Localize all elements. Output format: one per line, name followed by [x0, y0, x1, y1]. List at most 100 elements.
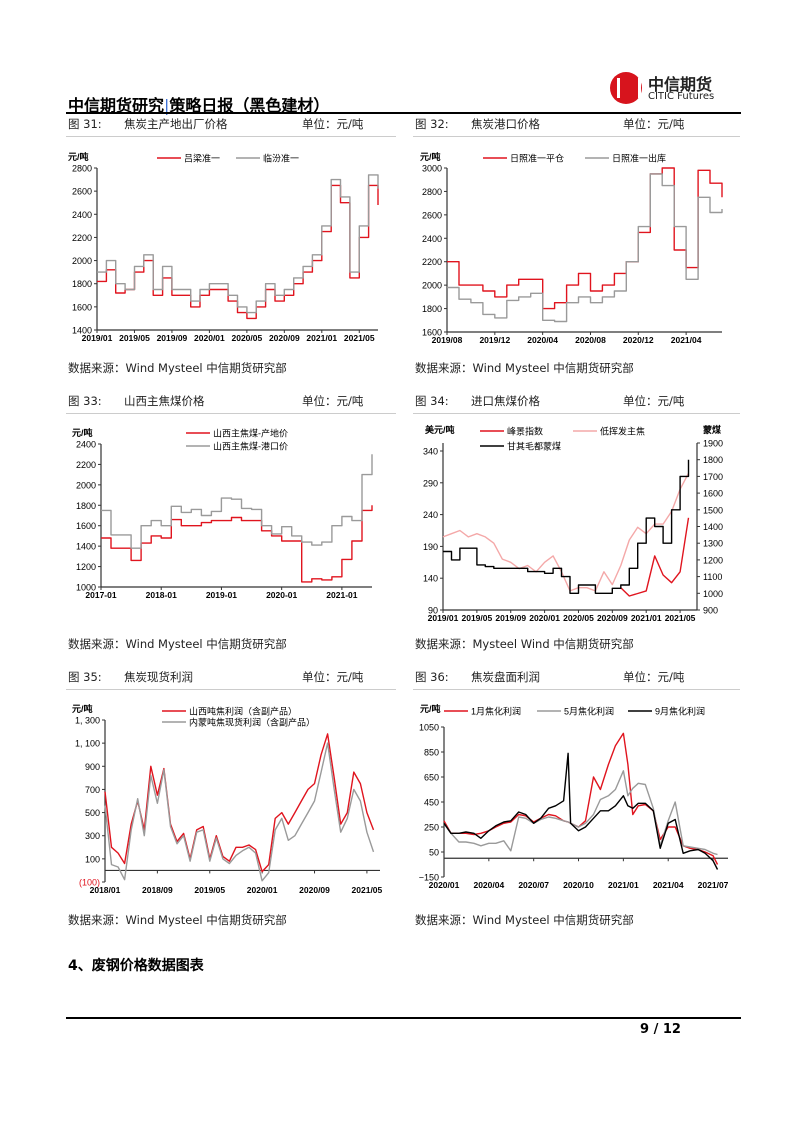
x-tick-label: 2018/09	[142, 885, 173, 895]
x-tick-label: 2020/08	[575, 335, 606, 345]
figure-title-rule	[66, 689, 396, 690]
figure-title: 焦炭主产地出厂价格	[124, 117, 228, 131]
y-tick-label: 1800	[422, 304, 442, 314]
figure-source: 数据来源：Wind Mysteel 中信期货研究部	[68, 913, 287, 927]
y-tick-label-right: 1000	[703, 589, 723, 599]
y-tick-label: 2400	[72, 210, 92, 220]
legend-label: 山西吨焦利润（含副产品）	[189, 706, 297, 717]
figure-unit: 单位：元/吨	[302, 117, 364, 131]
figure-number: 图 36:	[415, 670, 449, 684]
x-tick-label: 2020/09	[299, 885, 330, 895]
x-tick-label: 2021-01	[326, 590, 357, 600]
y-tick-label-right: 1500	[703, 505, 723, 515]
y-tick-label: 2000	[422, 281, 442, 291]
figure-source: 数据来源：Mysteel Wind 中信期货研究部	[415, 637, 634, 651]
x-tick-label: 2020/01	[194, 333, 225, 343]
y-tick-label: 900	[85, 762, 100, 772]
y-tick-label-right: 1700	[703, 472, 723, 482]
y-tick-label-right: 1300	[703, 539, 723, 549]
y-axis-unit: 元/吨	[72, 703, 93, 714]
y-tick-label: 850	[424, 748, 439, 758]
x-tick-label: 2020/05	[231, 333, 262, 343]
y-tick-label: 1050	[419, 723, 439, 733]
y-tick-label: 90	[428, 606, 438, 616]
page-number: 9 / 12	[640, 1022, 681, 1037]
y-tick-label: 300	[85, 831, 100, 841]
x-tick-label: 2021/04	[671, 335, 702, 345]
y-tick-label-right: 1800	[703, 455, 723, 465]
y-tick-label: 2800	[422, 187, 442, 197]
figure-number: 图 35:	[68, 670, 102, 684]
y-tick-label: 340	[423, 447, 438, 457]
series-line-1	[620, 517, 690, 597]
y-tick-label: 3000	[422, 164, 442, 174]
footer-rule	[66, 1017, 741, 1019]
x-tick-label: 2019/05	[194, 885, 225, 895]
logo-text-en: CITIC Futures	[648, 91, 715, 102]
y-axis-unit-right: 蒙煤	[703, 424, 721, 435]
legend-label: 吕梁准一	[184, 153, 220, 164]
y-tick-label: 450	[424, 798, 439, 808]
x-tick-label: 2020/09	[269, 333, 300, 343]
x-tick-label: 2020/12	[623, 335, 654, 345]
x-tick-label: 2021/01	[608, 880, 639, 890]
y-tick-label-right: 900	[703, 606, 718, 616]
y-tick-label: 2400	[422, 234, 442, 244]
x-tick-label: 2019/05	[119, 333, 150, 343]
y-tick-label: 2200	[76, 460, 96, 470]
x-tick-label: 2017-01	[85, 590, 116, 600]
x-tick-label: 2019/09	[157, 333, 188, 343]
figure-title-rule	[413, 413, 740, 414]
series-line-2	[442, 472, 690, 592]
x-tick-label: 2021/01	[631, 613, 662, 623]
y-axis-unit: 元/吨	[420, 703, 441, 714]
x-tick-label: 2021/01	[306, 333, 337, 343]
y-tick-label: 190	[423, 542, 438, 552]
section-heading: 4、废钢价格数据图表	[68, 958, 204, 974]
x-tick-label: 2020/01	[429, 880, 460, 890]
figure-title-rule	[413, 136, 740, 137]
legend-label: 山西主焦煤-产地价	[213, 428, 288, 439]
y-tick-label: 1800	[72, 279, 92, 289]
figure-title: 山西主焦煤价格	[124, 394, 205, 408]
figure-title: 焦炭港口价格	[471, 117, 540, 131]
y-axis-unit: 元/吨	[420, 151, 441, 162]
figure-unit: 单位：元/吨	[623, 117, 685, 131]
figure-title: 焦炭盘面利润	[471, 670, 540, 684]
y-tick-label: 2400	[76, 440, 96, 450]
y-tick-label-right: 1200	[703, 555, 723, 565]
figure-number: 图 34:	[415, 394, 449, 408]
y-tick-label: 1600	[72, 302, 92, 312]
series-line-2	[101, 454, 373, 549]
y-tick-label: 1, 100	[75, 739, 100, 749]
y-tick-label: 1400	[76, 542, 96, 552]
legend-label: 临汾准一	[263, 153, 299, 164]
series-line-2	[447, 173, 723, 323]
x-tick-label: 2021/07	[698, 880, 729, 890]
series-line-1	[443, 732, 719, 865]
y-tick-label: 700	[85, 785, 100, 795]
x-tick-label: 2019/08	[432, 335, 463, 345]
x-tick-label: 2021/05	[352, 885, 383, 895]
y-tick-label: 650	[424, 773, 439, 783]
x-tick-label: 2018/01	[90, 885, 121, 895]
x-tick-label: 2020/09	[597, 613, 628, 623]
y-tick-label: −150	[419, 873, 439, 883]
y-axis-unit: 美元/吨	[425, 424, 455, 435]
y-tick-label-right: 1400	[703, 522, 723, 532]
y-tick-label: 1200	[76, 562, 96, 572]
y-tick-label: 2000	[72, 256, 92, 266]
figure-number: 图 31:	[68, 117, 102, 131]
x-tick-label: 2019/05	[461, 613, 492, 623]
figure-source: 数据来源：Wind Mysteel 中信期货研究部	[415, 361, 634, 375]
figure-title-rule	[66, 413, 396, 414]
y-axis-unit: 元/吨	[68, 151, 89, 162]
figure-source: 数据来源：Wind Mysteel 中信期货研究部	[68, 361, 287, 375]
x-tick-label: 2020/04	[473, 880, 504, 890]
figure-number: 图 33:	[68, 394, 102, 408]
logo-text-cn: 中信期货	[648, 75, 713, 94]
x-tick-label: 2021/05	[344, 333, 375, 343]
y-tick-label: 1600	[76, 521, 96, 531]
